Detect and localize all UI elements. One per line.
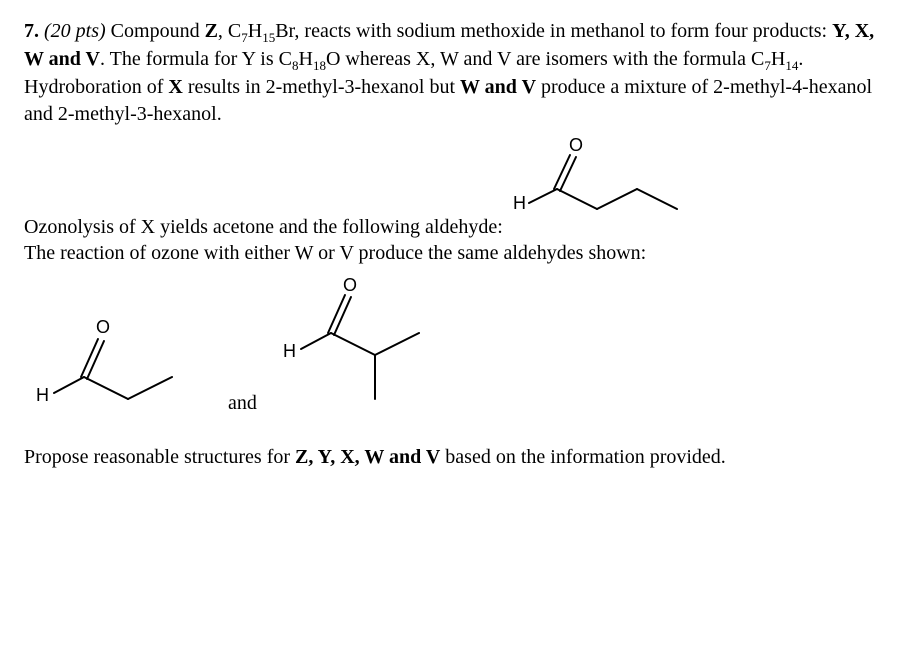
t0: Compound — [111, 20, 205, 42]
aldehyde-left-O: O — [96, 317, 110, 337]
ozonolysis-text: Ozonolysis of X yields acetone and the f… — [24, 214, 503, 240]
t15: 14 — [785, 58, 798, 73]
final-question: Propose reasonable structures for Z, Y, … — [24, 444, 898, 470]
t18: results in 2-methyl-3-hexanol but — [183, 76, 460, 98]
t1: Z — [205, 20, 218, 42]
aldehyde-left-H: H — [36, 385, 49, 405]
aldehyde-left-structure: H O — [28, 283, 218, 430]
t5: 15 — [262, 30, 275, 45]
aldehyde-top-O: O — [569, 135, 583, 155]
aldehyde-top-structure: H O — [503, 135, 733, 240]
ozonolysis-line-row: Ozonolysis of X yields acetone and the f… — [24, 135, 898, 240]
question-text: 7. (20 pts) Compound Z, C7H15Br, reacts … — [24, 18, 898, 127]
t10: H — [298, 48, 312, 70]
aldehyde-right-H: H — [283, 341, 296, 361]
ozone-WV-line: The reaction of ozone with either W or V… — [24, 240, 898, 266]
t11: 18 — [313, 58, 326, 73]
t19: W and V — [460, 76, 536, 98]
t12: O whereas X, W and V are isomers with th… — [326, 48, 764, 70]
aldehyde-right-O: O — [343, 275, 357, 295]
t4: H — [248, 20, 262, 42]
t6: Br, reacts with sodium methoxide in meth… — [275, 20, 832, 42]
aldehyde-right-structure: H O — [275, 273, 475, 430]
problem-page: 7. (20 pts) Compound Z, C7H15Br, reacts … — [0, 0, 922, 666]
t8: . The formula for Y is C — [100, 48, 292, 70]
aldehyde-top-H: H — [513, 193, 526, 213]
t17: X — [168, 76, 182, 98]
and-label: and — [228, 390, 257, 416]
aldehydes-row: H O and H — [24, 273, 898, 430]
question-number: 7. — [24, 20, 39, 42]
t2: , C — [218, 20, 241, 42]
question-points: (20 pts) — [44, 20, 106, 42]
t14: H — [771, 48, 785, 70]
